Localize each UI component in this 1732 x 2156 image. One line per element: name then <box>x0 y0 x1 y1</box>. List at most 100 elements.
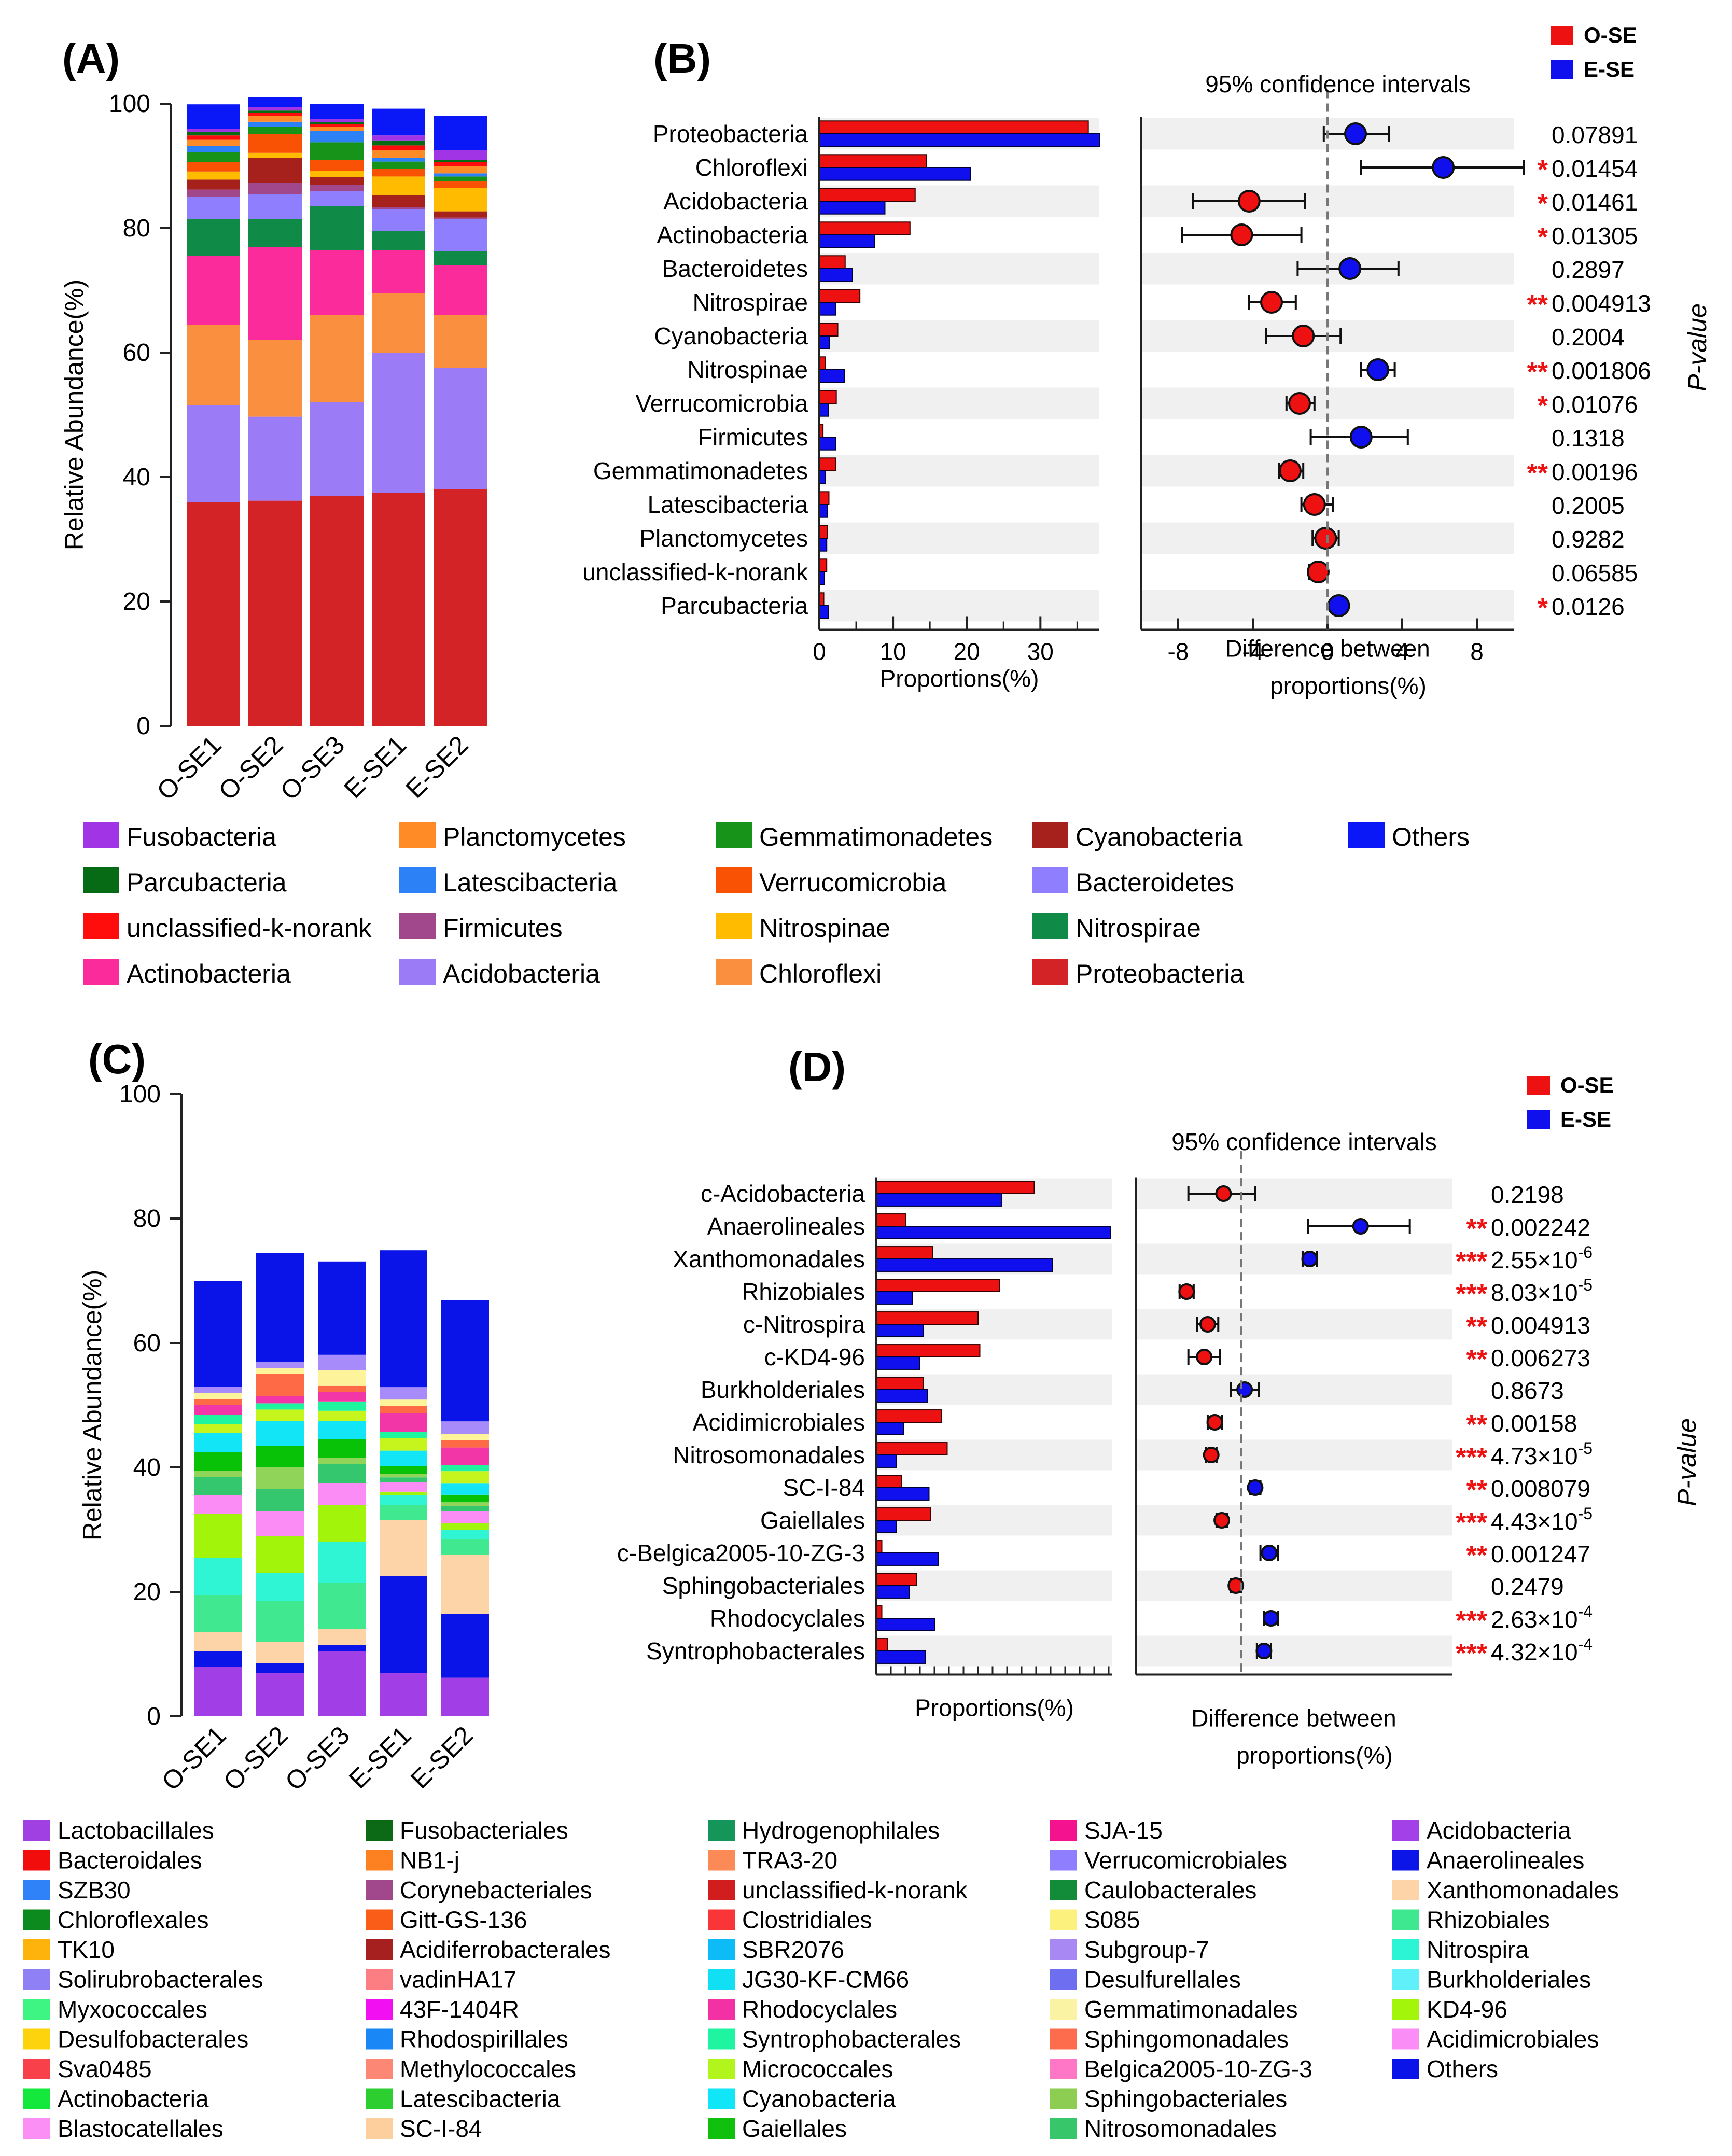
legend-label: Nitrospira <box>1427 1936 1529 1963</box>
ese-bar <box>876 1520 897 1533</box>
taxon-label: Gemmatimonadetes <box>593 457 808 484</box>
legend-label: Solirubrobacterales <box>58 1966 263 1993</box>
row-shade <box>1136 1505 1452 1536</box>
bar-segment-Parcubacteria <box>372 140 425 146</box>
p-value: 0.01305 <box>1552 222 1638 249</box>
legend-swatch <box>366 2059 393 2079</box>
legend-label: SZB30 <box>58 1877 131 1903</box>
bar-segment-Gemmatimonadetes <box>372 161 425 169</box>
legend-label: Caulobacterales <box>1084 1877 1256 1903</box>
legend-swatch <box>23 1850 50 1871</box>
bar-segment-Rhodocyclales <box>194 1405 242 1415</box>
legend-label: Others <box>1392 822 1470 851</box>
bar-segment-Bacteroidetes <box>372 209 425 231</box>
taxon-label: Burkholderiales <box>701 1376 865 1403</box>
legend-swatch <box>366 1850 393 1871</box>
taxon-label: c-Acidobacteria <box>701 1180 865 1207</box>
legend-label: Sphingobacteriales <box>1084 2085 1287 2112</box>
proportion-tick-label: 0 <box>813 638 826 665</box>
p-value: 0.00158 <box>1491 1410 1577 1437</box>
bar-segment-Parcubacteria <box>310 122 364 124</box>
legend-label: Gemmatimonadales <box>1084 1996 1298 2023</box>
bar-segment-Fusobacteria <box>372 135 425 141</box>
y-tick-label: 40 <box>123 464 150 491</box>
difference-point <box>1307 561 1330 583</box>
p-value: 0.0126 <box>1552 593 1625 620</box>
bar-segment-Planctomycetes <box>248 116 302 122</box>
bar-segment-Actinobacteria <box>187 256 240 325</box>
bar-segment-Gemmatimonadetes <box>434 176 487 181</box>
ose-bar <box>876 1573 917 1587</box>
taxon-label: Nitrospirae <box>693 289 808 316</box>
bar-segment-Acidobacteria <box>187 405 240 502</box>
bar-segment-Nitrospira <box>380 1495 427 1505</box>
x-tick-label: E-SE1 <box>343 1720 417 1794</box>
significance-stars: ** <box>1466 1214 1488 1244</box>
significance-stars: *** <box>1456 1606 1487 1636</box>
y-tick-label: 20 <box>123 588 150 615</box>
bar-segment-unclassified-k-norank <box>248 113 302 116</box>
legend-swatch-ese <box>1551 60 1573 79</box>
legend-label: Burkholderiales <box>1427 1966 1591 1993</box>
difference-point <box>1203 1447 1220 1463</box>
bar-segment-Actinobacteria <box>310 250 364 315</box>
significance-stars: * <box>1538 222 1548 253</box>
taxon-label: Cyanobacteria <box>654 323 808 349</box>
bar-segment-Latescibacteria <box>187 146 240 152</box>
p-value: 0.2479 <box>1491 1573 1564 1600</box>
legend-label: Corynebacteriales <box>400 1877 592 1903</box>
legend-label: Bacteroidales <box>58 1847 202 1874</box>
legend-label: KD4-96 <box>1427 1996 1507 2023</box>
legend-swatch <box>366 2028 393 2050</box>
y-tick-label: 60 <box>133 1329 161 1357</box>
ose-bar <box>876 1344 981 1358</box>
bar-segment-Gaiellales <box>256 1446 304 1467</box>
p-value: 0.001247 <box>1491 1541 1590 1567</box>
p-value: 4.73×10-5 <box>1491 1439 1593 1469</box>
legend-label: Anaerolineales <box>1427 1847 1584 1874</box>
p-value: 0.006273 <box>1491 1345 1590 1371</box>
bar-segment-Parcubacteria <box>248 110 302 113</box>
bar-segment-Syntrophobacterales <box>256 1403 304 1410</box>
bar-segment-Desulfurellales <box>318 1354 366 1370</box>
p-value: 2.55×10-6 <box>1491 1243 1593 1273</box>
difference-point <box>1213 1512 1231 1529</box>
legend-swatch <box>366 1969 393 1990</box>
bar-segment-Verrucomicrobia <box>248 134 302 153</box>
bar-segment-Nitrospirae <box>434 251 487 265</box>
bar-segment-Gaiellales <box>380 1466 427 1474</box>
bar-segment-Sphingomonadales <box>318 1385 366 1392</box>
ese-bar <box>876 1487 930 1501</box>
taxon-label: Acidimicrobiales <box>693 1409 865 1436</box>
p-value: 0.004913 <box>1491 1312 1590 1339</box>
row-shade <box>1136 1309 1452 1340</box>
ose-bar <box>876 1279 1000 1293</box>
difference-point <box>1247 1479 1264 1496</box>
bar-segment-Cyanobacteria <box>256 1421 304 1446</box>
taxon-label: Sphingobacteriales <box>662 1572 865 1599</box>
bar-segment-KD4-96 <box>194 1514 242 1558</box>
row-shade <box>1136 1570 1452 1601</box>
bar-segment-Firmicutes <box>248 183 302 194</box>
bar-segment-Anaerolineales <box>380 1576 427 1673</box>
bar-segment-Syntrophobacterales <box>380 1432 427 1438</box>
bar-segment-Sphingobacteriales <box>318 1458 366 1464</box>
legend-label: Micrococcales <box>742 2055 893 2082</box>
bar-segment-Others <box>310 104 364 119</box>
legend-swatch <box>23 1939 50 1960</box>
legend-label-ese: E-SE <box>1560 1107 1611 1131</box>
y-tick-label: 20 <box>133 1578 161 1606</box>
bar-segment-Acidimicrobiales <box>380 1482 427 1492</box>
legend-label: TK10 <box>58 1936 115 1963</box>
ese-bar <box>876 1650 926 1664</box>
bar-segment-Micrococcales <box>256 1409 304 1421</box>
ese-bar <box>819 538 828 552</box>
legend-label-ese: E-SE <box>1584 57 1635 81</box>
ose-bar <box>876 1246 933 1260</box>
bar-segment-Fusobacteria <box>248 107 302 111</box>
row-shade <box>1136 1374 1452 1405</box>
ese-bar <box>876 1552 939 1566</box>
bar-segment-Micrococcales <box>194 1424 242 1433</box>
ose-bar <box>819 323 839 337</box>
proportion-tick-label: 10 <box>880 638 906 665</box>
